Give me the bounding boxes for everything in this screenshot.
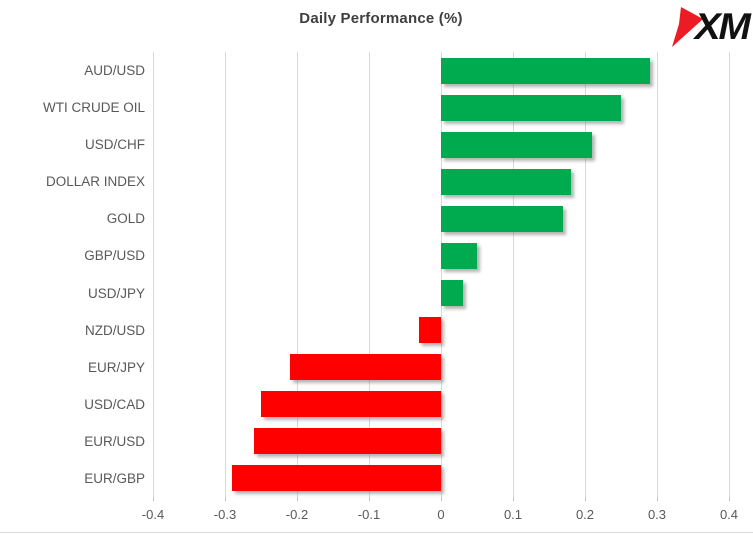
bar bbox=[441, 280, 463, 307]
bar bbox=[232, 465, 441, 492]
bar bbox=[441, 57, 650, 84]
x-tick-label: 0.4 bbox=[719, 507, 739, 522]
x-axis-tick bbox=[728, 497, 730, 501]
xm-logo-text: XM bbox=[694, 6, 750, 47]
gridline bbox=[224, 52, 226, 497]
gridline bbox=[656, 52, 658, 497]
x-tick-label: 0 bbox=[437, 507, 445, 522]
x-tick-label: -0.1 bbox=[357, 507, 381, 522]
y-axis-label: GBP/USD bbox=[84, 248, 145, 264]
y-axis-label: NZD/USD bbox=[85, 322, 145, 338]
y-axis-label: AUD/USD bbox=[84, 63, 145, 78]
y-axis-label: DOLLAR INDEX bbox=[45, 174, 145, 190]
x-tick-label: 0.2 bbox=[575, 507, 595, 522]
bar bbox=[441, 131, 593, 158]
bar bbox=[441, 168, 571, 195]
xm-logo: XM bbox=[643, 6, 750, 48]
bar bbox=[289, 354, 441, 381]
y-axis-label: EUR/JPY bbox=[87, 359, 145, 375]
gridline bbox=[512, 52, 514, 497]
bar bbox=[253, 428, 441, 455]
gridline bbox=[440, 52, 442, 497]
y-axis-label: USD/CAD bbox=[84, 396, 145, 412]
chart-bottom-border bbox=[0, 532, 753, 533]
gridline bbox=[152, 52, 154, 497]
x-axis-tick bbox=[152, 497, 154, 501]
y-axis-label: GOLD bbox=[106, 211, 145, 227]
x-tick-label: -0.4 bbox=[141, 507, 165, 522]
x-tick-label: 0.3 bbox=[647, 507, 667, 522]
gridline bbox=[296, 52, 298, 497]
bar bbox=[441, 242, 477, 269]
y-axis-label: USD/JPY bbox=[87, 285, 145, 301]
bar bbox=[441, 94, 621, 121]
bar bbox=[419, 317, 441, 344]
x-axis-tick bbox=[296, 497, 298, 501]
x-axis-tick bbox=[512, 497, 514, 501]
x-axis-tick bbox=[224, 497, 226, 501]
chart-title: Daily Performance (%) bbox=[299, 10, 463, 27]
x-tick-label: -0.2 bbox=[285, 507, 309, 522]
x-axis-tick bbox=[440, 497, 442, 501]
xm-logo-arrow-icon bbox=[671, 7, 703, 47]
y-axis-label: EUR/USD bbox=[84, 433, 145, 449]
bar bbox=[261, 391, 441, 418]
gridline bbox=[368, 52, 370, 497]
y-axis-label: EUR/GBP bbox=[84, 470, 145, 486]
x-tick-label: -0.3 bbox=[213, 507, 237, 522]
x-axis-tick bbox=[584, 497, 586, 501]
gridline bbox=[584, 52, 586, 497]
y-axis-label: USD/CHF bbox=[85, 137, 145, 153]
gridline bbox=[728, 52, 730, 497]
x-axis-tick bbox=[656, 497, 658, 501]
bar bbox=[441, 205, 564, 232]
x-tick-label: 0.1 bbox=[503, 507, 523, 522]
x-axis-tick bbox=[368, 497, 370, 501]
y-axis-label: WTI CRUDE OIL bbox=[42, 100, 145, 116]
